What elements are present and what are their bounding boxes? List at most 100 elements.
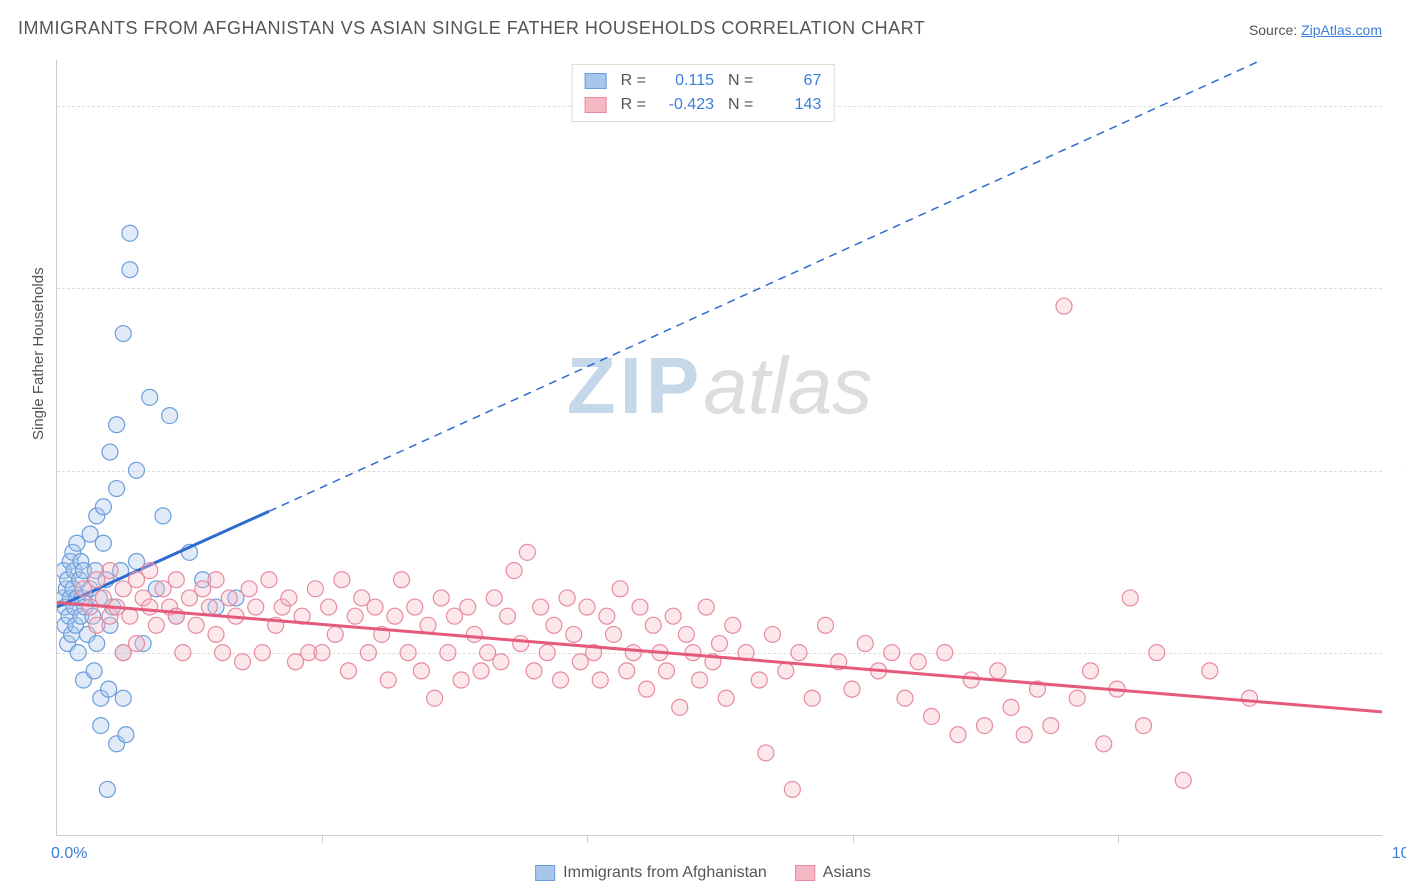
scatter-point-asians bbox=[672, 699, 688, 715]
scatter-point-asians bbox=[460, 599, 476, 615]
scatter-point-asians bbox=[857, 636, 873, 652]
scatter-point-asians bbox=[692, 672, 708, 688]
scatter-point-afghanistan bbox=[115, 690, 131, 706]
scatter-point-asians bbox=[1056, 298, 1072, 314]
scatter-point-asians bbox=[413, 663, 429, 679]
scatter-point-asians bbox=[473, 663, 489, 679]
scatter-point-afghanistan bbox=[142, 389, 158, 405]
y-tick-label: 8.0% bbox=[1392, 97, 1406, 115]
r-value: -0.423 bbox=[656, 96, 714, 114]
scatter-point-asians bbox=[360, 645, 376, 661]
plot-area: ZIPatlas 0.0% 100.0% 2.0%4.0%6.0%8.0% bbox=[56, 60, 1382, 836]
scatter-point-asians bbox=[539, 645, 555, 661]
y-axis-label: Single Father Households bbox=[30, 267, 47, 440]
scatter-point-asians bbox=[1122, 590, 1138, 606]
scatter-point-asians bbox=[440, 645, 456, 661]
scatter-point-afghanistan bbox=[93, 718, 109, 734]
scatter-point-asians bbox=[725, 617, 741, 633]
scatter-point-asians bbox=[208, 626, 224, 642]
scatter-point-asians bbox=[427, 690, 443, 706]
scatter-point-asians bbox=[102, 563, 118, 579]
scatter-point-asians bbox=[321, 599, 337, 615]
scatter-point-asians bbox=[314, 645, 330, 661]
scatter-point-asians bbox=[486, 590, 502, 606]
series-legend-item-afghanistan: Immigrants from Afghanistan bbox=[535, 864, 767, 882]
scatter-point-asians bbox=[990, 663, 1006, 679]
legend-swatch bbox=[585, 97, 607, 113]
scatter-point-asians bbox=[612, 581, 628, 597]
n-label: N = bbox=[728, 72, 753, 90]
r-label: R = bbox=[621, 96, 646, 114]
scatter-point-asians bbox=[765, 626, 781, 642]
scatter-point-asians bbox=[208, 572, 224, 588]
r-label: R = bbox=[621, 72, 646, 90]
scatter-point-asians bbox=[1149, 645, 1165, 661]
scatter-point-asians bbox=[632, 599, 648, 615]
scatter-point-afghanistan bbox=[86, 663, 102, 679]
legend-swatch bbox=[535, 865, 555, 881]
scatter-point-asians bbox=[804, 690, 820, 706]
scatter-point-asians bbox=[148, 617, 164, 633]
scatter-point-asians bbox=[347, 608, 363, 624]
y-tick-label: 6.0% bbox=[1392, 279, 1406, 297]
scatter-point-asians bbox=[625, 645, 641, 661]
scatter-point-asians bbox=[778, 663, 794, 679]
scatter-point-asians bbox=[327, 626, 343, 642]
x-tick bbox=[853, 835, 854, 843]
scatter-point-asians bbox=[221, 590, 237, 606]
scatter-point-asians bbox=[937, 645, 953, 661]
scatter-point-afghanistan bbox=[115, 326, 131, 342]
scatter-point-afghanistan bbox=[162, 408, 178, 424]
chart-svg bbox=[57, 60, 1382, 835]
chart-title: IMMIGRANTS FROM AFGHANISTAN VS ASIAN SIN… bbox=[18, 18, 925, 39]
scatter-point-asians bbox=[685, 645, 701, 661]
scatter-point-asians bbox=[579, 599, 595, 615]
scatter-point-asians bbox=[493, 654, 509, 670]
source-attribution: Source: ZipAtlas.com bbox=[1249, 22, 1382, 38]
scatter-point-asians bbox=[546, 617, 562, 633]
legend-row-afghanistan: R =0.115N =67 bbox=[585, 69, 822, 93]
scatter-point-afghanistan bbox=[109, 417, 125, 433]
scatter-point-asians bbox=[281, 590, 297, 606]
scatter-point-asians bbox=[884, 645, 900, 661]
scatter-point-asians bbox=[1242, 690, 1258, 706]
scatter-point-asians bbox=[142, 563, 158, 579]
scatter-point-asians bbox=[599, 608, 615, 624]
scatter-point-afghanistan bbox=[95, 499, 111, 515]
scatter-point-asians bbox=[420, 617, 436, 633]
series-label: Immigrants from Afghanistan bbox=[563, 864, 767, 882]
scatter-point-asians bbox=[500, 608, 516, 624]
scatter-point-asians bbox=[698, 599, 714, 615]
scatter-point-asians bbox=[394, 572, 410, 588]
x-tick bbox=[587, 835, 588, 843]
scatter-point-asians bbox=[645, 617, 661, 633]
scatter-point-asians bbox=[897, 690, 913, 706]
scatter-point-afghanistan bbox=[118, 727, 134, 743]
scatter-point-afghanistan bbox=[129, 462, 145, 478]
scatter-point-asians bbox=[466, 626, 482, 642]
scatter-point-afghanistan bbox=[95, 535, 111, 551]
scatter-point-asians bbox=[241, 581, 257, 597]
scatter-point-asians bbox=[592, 672, 608, 688]
scatter-point-asians bbox=[254, 645, 270, 661]
scatter-point-afghanistan bbox=[101, 681, 117, 697]
scatter-point-asians bbox=[261, 572, 277, 588]
scatter-point-asians bbox=[387, 608, 403, 624]
scatter-point-asians bbox=[977, 718, 993, 734]
scatter-point-asians bbox=[201, 599, 217, 615]
scatter-point-asians bbox=[533, 599, 549, 615]
legend-swatch bbox=[795, 865, 815, 881]
scatter-point-afghanistan bbox=[89, 636, 105, 652]
scatter-point-asians bbox=[606, 626, 622, 642]
scatter-point-asians bbox=[559, 590, 575, 606]
scatter-point-asians bbox=[334, 572, 350, 588]
r-value: 0.115 bbox=[656, 72, 714, 90]
scatter-point-asians bbox=[844, 681, 860, 697]
x-max-label: 100.0% bbox=[1392, 845, 1406, 863]
legend-swatch bbox=[585, 73, 607, 89]
scatter-point-asians bbox=[122, 608, 138, 624]
source-link[interactable]: ZipAtlas.com bbox=[1301, 22, 1382, 38]
scatter-point-asians bbox=[433, 590, 449, 606]
scatter-point-asians bbox=[129, 636, 145, 652]
x-tick bbox=[322, 835, 323, 843]
